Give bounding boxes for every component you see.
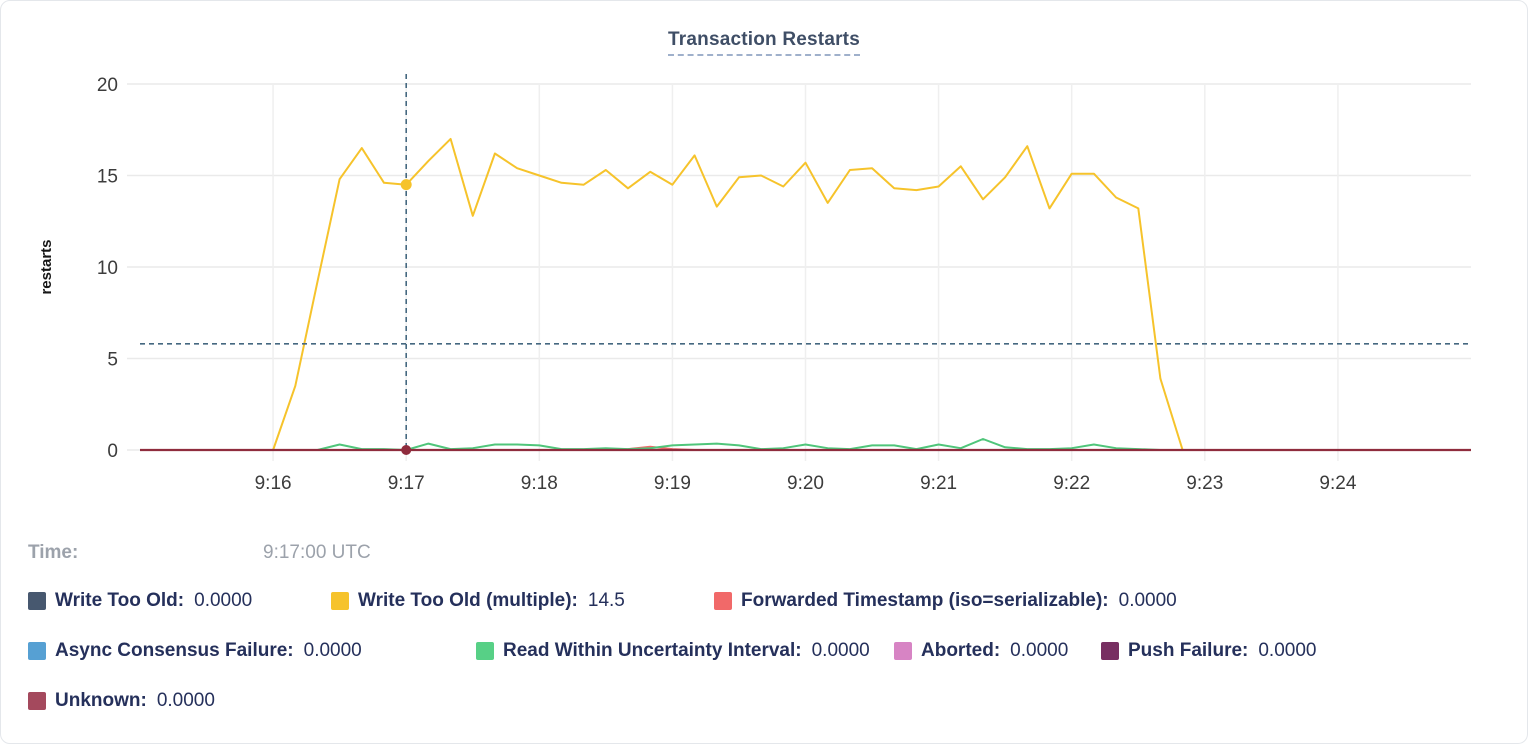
legend-label: Write Too Old:: [55, 590, 185, 611]
y-axis-label: restarts: [38, 239, 55, 294]
legend-label: Forwarded Timestamp (iso=serializable):: [741, 590, 1109, 611]
x-axis-tick-label: 9:19: [654, 473, 691, 494]
legend-swatch-write-too-old-multiple: [331, 592, 349, 610]
y-axis-tick-label: 0: [107, 441, 118, 462]
x-axis-tick-label: 9:18: [521, 473, 558, 494]
legend-label: Aborted:: [921, 640, 1001, 661]
legend-time-label: Time:: [28, 542, 79, 563]
legend-label: Write Too Old (multiple):: [358, 590, 578, 611]
legend-value: 0.0000: [303, 640, 362, 661]
legend-rows: Write Too Old: 0.0000 Write Too Old (multi…: [1, 590, 1527, 740]
legend-value: 0.0000: [1258, 640, 1317, 661]
legend-value: 14.5: [587, 590, 625, 611]
legend-item-forwarded-timestamp-iso-serializable: Forwarded Timestamp (iso=serializable): 0…: [714, 590, 1177, 612]
legend-time-value: 9:17:00 UTC: [263, 542, 371, 563]
legend-value: 0.0000: [194, 590, 253, 611]
legend-swatch-unknown: [28, 692, 46, 710]
legend-label: Unknown:: [55, 690, 147, 711]
legend-time-row: Time: 9:17:00 UTC: [1, 542, 1527, 566]
y-axis-tick-label: 15: [97, 167, 118, 188]
legend-swatch-write-too-old: [28, 592, 46, 610]
legend-value: 0.0000: [1118, 590, 1177, 611]
legend-item-unknown: Unknown: 0.0000: [28, 690, 215, 712]
legend-swatch-push-failure: [1101, 642, 1119, 660]
y-axis-tick-label: 10: [97, 258, 118, 279]
legend-swatch-forwarded-timestamp-iso-serializable: [714, 592, 732, 610]
legend-value: 0.0000: [1010, 640, 1069, 661]
legend-item-async-consensus-failure: Async Consensus Failure: 0.0000: [28, 640, 362, 662]
x-axis-tick-label: 9:23: [1186, 473, 1223, 494]
x-axis-tick-label: 9:17: [388, 473, 425, 494]
legend-swatch-read-within-uncertainty-interval: [476, 642, 494, 660]
legend-value: 0.0000: [156, 690, 215, 711]
legend-item-push-failure: Push Failure: 0.0000: [1101, 640, 1316, 662]
legend-item-aborted: Aborted: 0.0000: [894, 640, 1068, 662]
x-axis-tick-label: 9:21: [920, 473, 957, 494]
legend-item-write-too-old-multiple: Write Too Old (multiple): 14.5: [331, 590, 625, 612]
chart-title-wrap: Transaction Restarts: [1, 29, 1527, 56]
legend-label: Push Failure:: [1128, 640, 1249, 661]
legend-value: 0.0000: [811, 640, 870, 661]
chart-svg[interactable]: 0 5 10 15 20 9:16 9:17 9:18 9:19 9:20 9:21 9:22 9:23…: [1, 1, 1527, 516]
legend-row: Write Too Old: 0.0000 Write Too Old (multi…: [1, 590, 1527, 640]
legend-item-write-too-old: Write Too Old: 0.0000: [28, 590, 252, 612]
hover-point-zero-baseline: [401, 445, 412, 455]
x-axis-tick-label: 9:20: [787, 473, 824, 494]
y-axis-tick-label: 20: [97, 75, 118, 96]
chart-title[interactable]: Transaction Restarts: [668, 29, 860, 56]
hover-point-write-too-old-multiple: [400, 179, 412, 191]
legend-label: Async Consensus Failure:: [55, 640, 294, 661]
legend-label: Read Within Uncertainty Interval:: [503, 640, 802, 661]
x-axis-tick-label: 9:22: [1053, 473, 1090, 494]
legend-swatch-async-consensus-failure: [28, 642, 46, 660]
y-axis-tick-label: 5: [107, 350, 118, 371]
x-axis-tick-label: 9:16: [255, 473, 292, 494]
legend-item-read-within-uncertainty-interval: Read Within Uncertainty Interval: 0.0000: [476, 640, 870, 662]
x-axis-tick-label: 9:24: [1319, 473, 1356, 494]
legend-swatch-aborted: [894, 642, 912, 660]
legend-row: Async Consensus Failure: 0.0000 Read Withi…: [1, 640, 1527, 690]
legend-row: Unknown: 0.0000: [1, 690, 1527, 740]
